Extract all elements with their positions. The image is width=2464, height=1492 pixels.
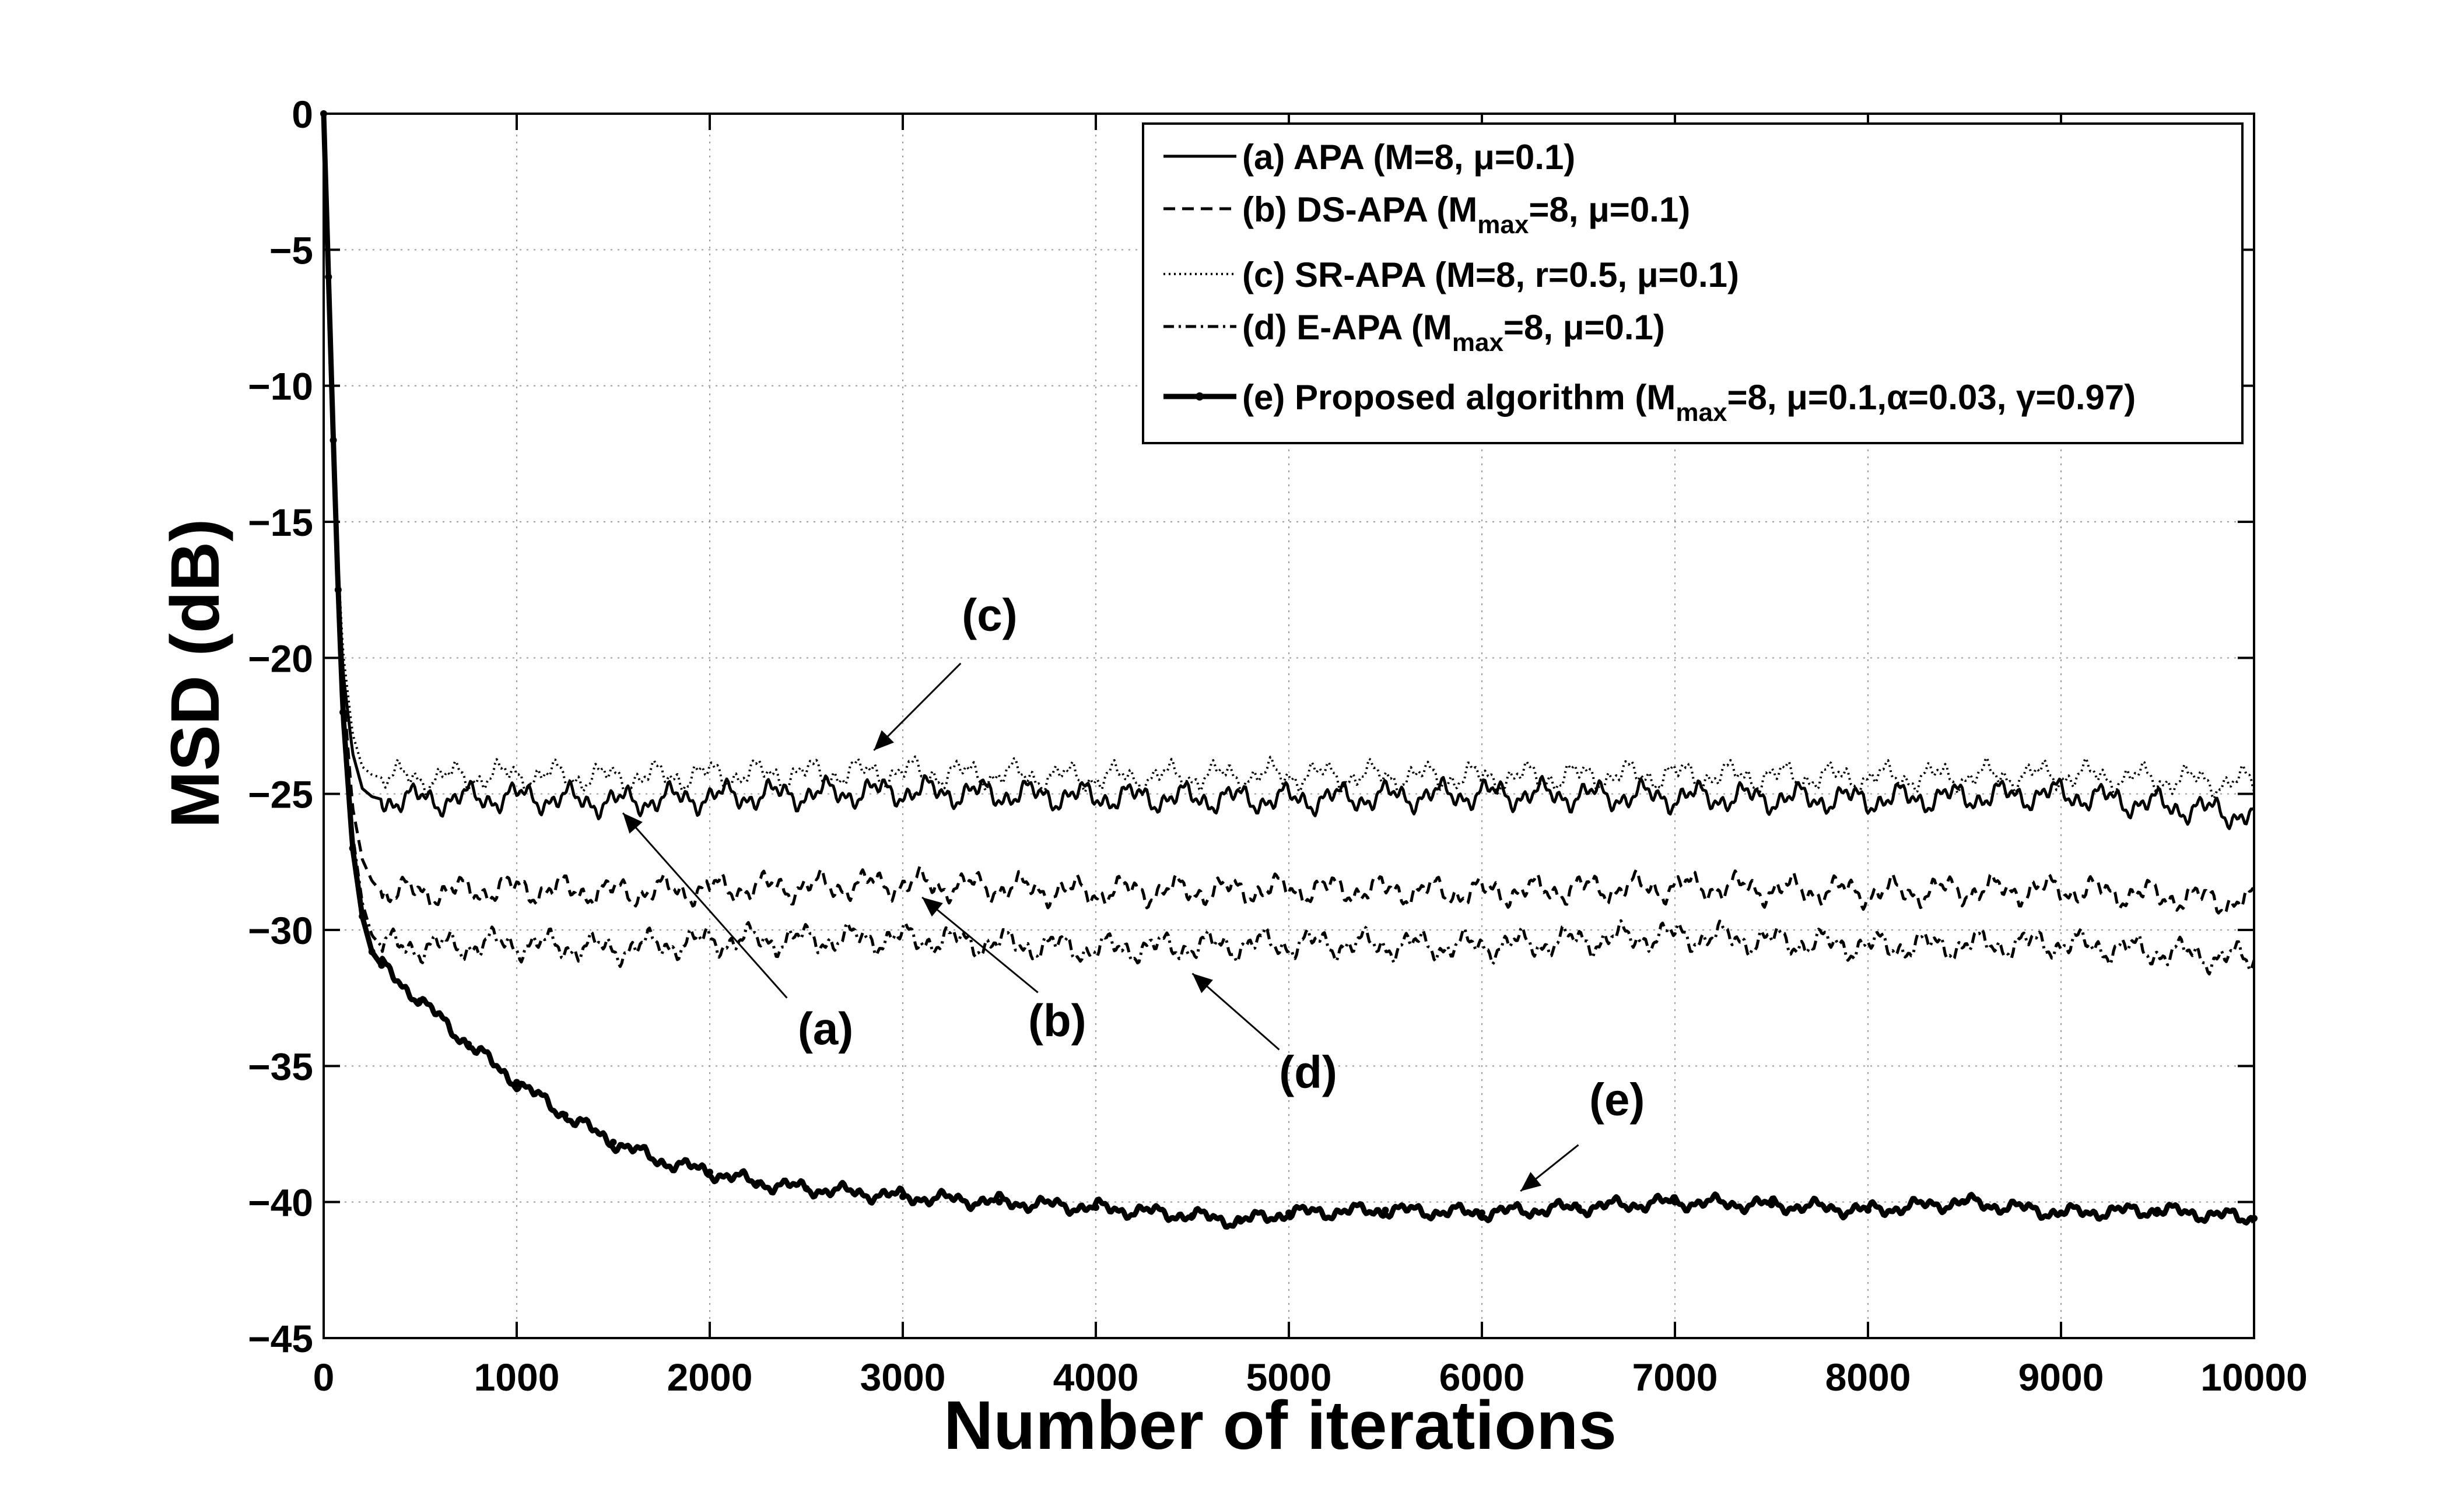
data-point-e <box>349 845 356 852</box>
y-tick-label: −45 <box>248 1317 313 1360</box>
data-point-e <box>1189 1212 1196 1219</box>
annotation-arrow-line <box>622 812 788 999</box>
y-tick-label: −15 <box>248 501 313 544</box>
x-axis-label: Number of iterations <box>944 1387 1617 1464</box>
annotation-arrowhead <box>1520 1172 1542 1191</box>
y-axis-label: MSD (dB) <box>157 519 234 829</box>
x-tick-label: 1000 <box>474 1356 560 1399</box>
data-point-e <box>996 1198 1003 1206</box>
x-tick-label: 4000 <box>1053 1356 1139 1399</box>
x-tick-label: 7000 <box>1632 1356 1718 1399</box>
legend-label-a: (a) APA (M=8, μ=0.1) <box>1242 138 1575 177</box>
series-line-e <box>321 113 2256 1230</box>
series-line-b <box>322 113 2255 916</box>
data-point-e <box>1671 1198 1678 1206</box>
legend: (a) APA (M=8, μ=0.1) (b) DS-APA (Mmax=8, … <box>1142 122 2244 444</box>
y-tick-label: −25 <box>248 773 313 816</box>
annotation-arrowhead <box>922 897 943 917</box>
series-line-d <box>322 113 2256 976</box>
data-point-e <box>1864 1206 1871 1214</box>
legend-label-d: (d) E-APA (Mmax=8, μ=0.1) <box>1242 308 1665 357</box>
x-tick-label: 0 <box>313 1356 335 1399</box>
data-point-e <box>1092 1204 1099 1211</box>
legend-label-b: (b) DS-APA (Mmax=8, μ=0.1) <box>1242 190 1690 239</box>
data-point-e <box>1237 1217 1245 1225</box>
data-point-e <box>2154 1206 2161 1214</box>
annotation-arrowhead <box>623 813 643 834</box>
data-point-e <box>899 1193 906 1200</box>
annotation-label: (e) <box>1589 1073 1645 1125</box>
data-point-e <box>2058 1209 2065 1217</box>
data-point-e <box>1478 1209 1485 1217</box>
x-tick-label: 3000 <box>860 1356 946 1399</box>
data-point-e <box>465 1041 472 1048</box>
data-point-e <box>609 1139 617 1146</box>
legend-label-c: (c) SR-APA (M=8, r=0.5, μ=0.1) <box>1242 255 1739 294</box>
x-tick-label: 10000 <box>2200 1356 2308 1399</box>
y-tick-label: −30 <box>248 909 313 952</box>
series-line-c <box>323 113 2255 800</box>
legend-box <box>1142 122 2244 444</box>
annotation-label: (b) <box>1028 995 1086 1046</box>
legend-marker-e <box>1196 392 1204 401</box>
legend-label-e: (e) Proposed algorithm (Mmax=8, μ=0.1,α=… <box>1242 378 2136 427</box>
annotation-arrow-line <box>921 896 1039 994</box>
data-point-e <box>325 273 332 280</box>
data-point-e <box>1382 1206 1389 1214</box>
x-tick-label: 8000 <box>1825 1356 1911 1399</box>
x-tick-label: 2000 <box>667 1356 753 1399</box>
data-point-e <box>754 1179 762 1186</box>
data-point-e <box>378 961 385 969</box>
y-tick-label: −5 <box>269 229 313 272</box>
data-point-e <box>359 912 366 920</box>
annotation-label: (a) <box>798 1003 853 1054</box>
y-tick-label: −10 <box>248 365 313 408</box>
data-point-e <box>1285 1209 1292 1217</box>
data-point-e <box>1768 1201 1775 1209</box>
data-point-e <box>561 1111 569 1119</box>
data-point-e <box>330 437 337 444</box>
data-point-e <box>334 586 342 594</box>
x-tick-label: 5000 <box>1246 1356 1332 1399</box>
series-line-a <box>322 113 2255 830</box>
data-point-e <box>368 948 376 956</box>
data-point-e <box>339 708 347 716</box>
annotation-label: (d) <box>1279 1047 1337 1098</box>
annotation-arrow-line <box>873 662 962 752</box>
data-point-e <box>1961 1198 1968 1206</box>
axes-layer: 0 1000 2000 3000 4000 5000 6000 7000 8000 9000 100… <box>248 93 2308 1399</box>
y-tick-label: −20 <box>248 637 313 680</box>
annotation-layer: (a) (b) (c) (d) (e) <box>622 589 1645 1192</box>
data-point-e <box>416 997 424 1005</box>
data-point-e <box>658 1157 665 1165</box>
y-tick-label: 0 <box>292 93 313 136</box>
annotation-label: (c) <box>962 589 1017 641</box>
series-layer <box>320 110 2258 1230</box>
data-point-e <box>802 1185 810 1192</box>
data-point-e <box>513 1079 520 1086</box>
x-tick-label: 6000 <box>1439 1356 1525 1399</box>
y-tick-label: −40 <box>248 1181 313 1224</box>
y-tick-label: −35 <box>248 1045 313 1088</box>
data-point-e <box>1575 1204 1582 1211</box>
annotation-arrowhead <box>1192 973 1213 994</box>
annotation-arrowhead <box>874 730 894 750</box>
data-point-e <box>706 1168 713 1176</box>
x-tick-label: 9000 <box>2018 1356 2104 1399</box>
